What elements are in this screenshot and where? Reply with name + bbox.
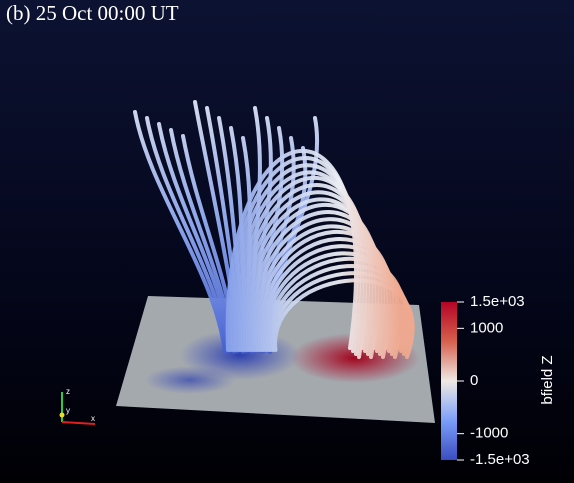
field-line (258, 237, 397, 353)
colorbar-tick-label: -1.5e+03 (470, 451, 530, 468)
field-line (268, 263, 409, 353)
field-line (133, 110, 227, 354)
axes-triad: z y x (59, 387, 96, 425)
colorbar-tick-label: 0 (470, 372, 478, 389)
colorbar (441, 302, 457, 460)
negative-polarity (145, 366, 235, 394)
y-axis (59, 412, 65, 418)
field-line (260, 244, 400, 356)
field-line (145, 116, 230, 353)
title: (b) 25 Oct 00:00 UT (6, 1, 179, 25)
colorbar-label: bfield Z (539, 355, 556, 404)
y-label: y (66, 406, 70, 415)
field-line (248, 210, 385, 353)
field-line (273, 278, 415, 359)
colorbar-ticks: 1.5e+03 1000 0 -1000 -1.5e+03 (457, 293, 530, 468)
field-line (265, 256, 406, 352)
field-line (263, 251, 403, 359)
field-line (270, 271, 412, 356)
colorbar-tick-label: -1000 (470, 425, 508, 442)
colorbar-tick-label: 1.5e+03 (470, 293, 525, 310)
x-label: x (91, 414, 95, 423)
x-axis (61, 421, 96, 425)
field-lines (133, 100, 415, 359)
field-line (253, 224, 391, 359)
z-label: z (66, 387, 70, 396)
field-line (243, 197, 379, 359)
colorbar-tick-label: 1000 (470, 319, 503, 336)
